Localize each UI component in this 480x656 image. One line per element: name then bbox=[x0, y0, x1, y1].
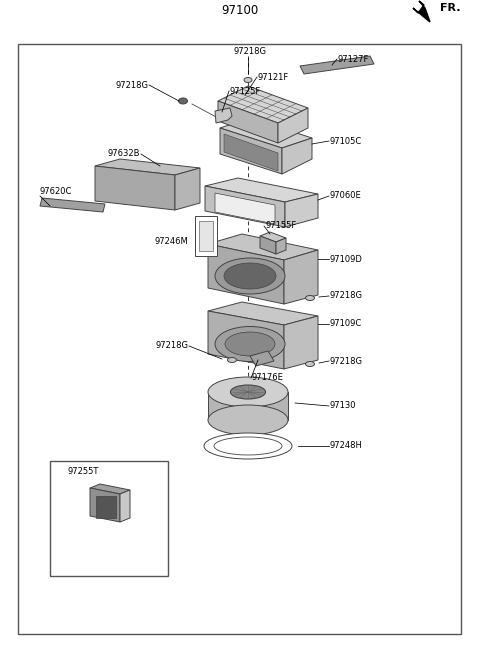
Text: 97105C: 97105C bbox=[330, 136, 362, 146]
Bar bbox=[199, 221, 213, 251]
Ellipse shape bbox=[208, 405, 288, 435]
Polygon shape bbox=[40, 198, 105, 212]
Ellipse shape bbox=[305, 295, 314, 300]
Ellipse shape bbox=[179, 98, 188, 104]
Ellipse shape bbox=[204, 433, 292, 459]
Ellipse shape bbox=[208, 377, 288, 407]
Text: 97060E: 97060E bbox=[330, 192, 362, 201]
Polygon shape bbox=[282, 138, 312, 174]
Text: 97218G: 97218G bbox=[115, 81, 148, 89]
Text: 97246M: 97246M bbox=[154, 237, 188, 245]
Polygon shape bbox=[208, 244, 284, 304]
Polygon shape bbox=[208, 311, 284, 369]
Text: 97176E: 97176E bbox=[252, 373, 284, 382]
Polygon shape bbox=[120, 490, 130, 522]
Polygon shape bbox=[90, 484, 130, 494]
Polygon shape bbox=[215, 108, 232, 123]
Polygon shape bbox=[205, 186, 285, 227]
Text: 97248H: 97248H bbox=[330, 441, 363, 451]
Ellipse shape bbox=[305, 361, 314, 367]
Ellipse shape bbox=[224, 263, 276, 289]
Bar bbox=[195, 216, 217, 256]
Text: 97255T: 97255T bbox=[68, 466, 99, 476]
Text: 97130: 97130 bbox=[330, 401, 357, 411]
Polygon shape bbox=[220, 128, 282, 174]
Ellipse shape bbox=[215, 258, 285, 294]
Text: 97632B: 97632B bbox=[108, 150, 140, 159]
Polygon shape bbox=[95, 166, 175, 210]
Polygon shape bbox=[260, 236, 276, 254]
Text: 97218G: 97218G bbox=[330, 356, 363, 365]
Ellipse shape bbox=[244, 77, 252, 83]
Polygon shape bbox=[95, 159, 200, 175]
Text: 97218G: 97218G bbox=[233, 47, 266, 56]
Text: 97218G: 97218G bbox=[155, 342, 188, 350]
Polygon shape bbox=[175, 168, 200, 210]
Text: 97620C: 97620C bbox=[40, 186, 72, 195]
Polygon shape bbox=[413, 1, 430, 22]
Text: FR.: FR. bbox=[440, 3, 460, 13]
Polygon shape bbox=[208, 392, 288, 420]
Bar bbox=[96, 496, 116, 518]
Polygon shape bbox=[215, 193, 275, 224]
Ellipse shape bbox=[230, 385, 265, 399]
Polygon shape bbox=[285, 194, 318, 227]
Polygon shape bbox=[260, 232, 286, 242]
Ellipse shape bbox=[228, 358, 237, 363]
Text: 97109C: 97109C bbox=[330, 319, 362, 329]
Text: 97155F: 97155F bbox=[265, 222, 296, 230]
Polygon shape bbox=[284, 316, 318, 369]
Text: 97127F: 97127F bbox=[338, 54, 370, 64]
Polygon shape bbox=[205, 178, 318, 202]
Polygon shape bbox=[276, 238, 286, 254]
Text: 97100: 97100 bbox=[221, 5, 259, 18]
Polygon shape bbox=[284, 250, 318, 304]
Ellipse shape bbox=[225, 332, 275, 356]
Text: 97109D: 97109D bbox=[330, 255, 363, 264]
Polygon shape bbox=[278, 108, 308, 143]
Polygon shape bbox=[208, 302, 318, 325]
Polygon shape bbox=[220, 118, 312, 148]
Ellipse shape bbox=[214, 437, 282, 455]
Text: 97121F: 97121F bbox=[258, 73, 289, 81]
Polygon shape bbox=[208, 234, 318, 260]
Text: 97125F: 97125F bbox=[230, 87, 261, 96]
Polygon shape bbox=[218, 101, 278, 143]
Polygon shape bbox=[300, 56, 374, 74]
Ellipse shape bbox=[215, 327, 285, 361]
Polygon shape bbox=[90, 488, 120, 522]
Polygon shape bbox=[218, 86, 308, 123]
Bar bbox=[18, 44, 461, 634]
Text: 97218G: 97218G bbox=[330, 291, 363, 300]
Polygon shape bbox=[224, 134, 278, 171]
Polygon shape bbox=[250, 351, 274, 366]
Bar bbox=[50, 461, 168, 576]
